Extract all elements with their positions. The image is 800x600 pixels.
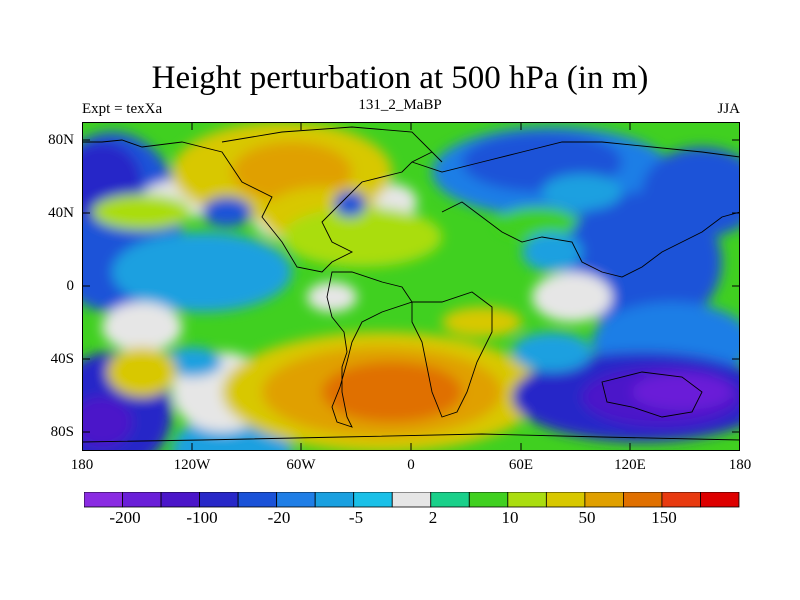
- lat-label-40n: 40N: [48, 205, 74, 221]
- colorbar-swatch: [468, 491, 509, 508]
- contour-map: [82, 122, 740, 451]
- lon-label-60e: 60E: [508, 457, 534, 473]
- colorbar-swatch: [507, 491, 547, 508]
- colorbar-swatch: [160, 491, 200, 508]
- colorbar-swatch: [700, 491, 740, 508]
- colorbar-swatch: [391, 491, 432, 508]
- colorbar-swatch: [545, 491, 586, 508]
- axis-ticks: [82, 122, 740, 451]
- contour-fill: [82, 122, 740, 451]
- lon-label-120e: 120E: [614, 457, 646, 473]
- colorbar-label: 2: [428, 508, 438, 527]
- colorbar-label: -20: [267, 508, 291, 527]
- colorbar-swatch: [237, 491, 278, 508]
- lat-label-80s: 80S: [50, 424, 74, 440]
- colorbar-swatch: [584, 491, 624, 508]
- lat-label-80n: 80N: [48, 132, 74, 148]
- lat-label-40s: 40S: [50, 351, 74, 367]
- colorbar: [83, 491, 740, 513]
- colorbar-swatch: [314, 491, 355, 508]
- lon-label-120w: 120W: [173, 457, 211, 473]
- map-title: Height perturbation at 500 hPa (in m): [151, 60, 649, 96]
- colorbar-swatch: [199, 491, 239, 508]
- season-label: JJA: [717, 101, 740, 117]
- colorbar-swatch: [661, 491, 701, 508]
- colorbar-swatch: [353, 491, 393, 508]
- coastline-outlines: [82, 126, 740, 443]
- colorbar-swatch: [430, 491, 470, 508]
- lon-label-0: 0: [407, 457, 415, 473]
- colorbar-label: 50: [578, 508, 596, 527]
- lon-label-180e: 180: [728, 457, 752, 473]
- run-label: 131_2_MaBP: [358, 97, 442, 113]
- colorbar-swatch: [276, 491, 316, 508]
- colorbar-label: -5: [348, 508, 364, 527]
- lon-label-60w: 60W: [286, 457, 316, 473]
- colorbar-swatch: [83, 491, 123, 508]
- colorbar-label: 150: [651, 508, 677, 527]
- colorbar-swatch: [122, 491, 162, 508]
- experiment-label: Expt = texXa: [82, 101, 163, 117]
- lon-label-180w: 180: [70, 457, 94, 473]
- colorbar-label: -100: [186, 508, 218, 527]
- colorbar-swatch: [623, 491, 663, 508]
- colorbar-label: -200: [109, 508, 141, 527]
- lat-label-eq: 0: [66, 278, 75, 294]
- colorbar-label: 10: [501, 508, 519, 527]
